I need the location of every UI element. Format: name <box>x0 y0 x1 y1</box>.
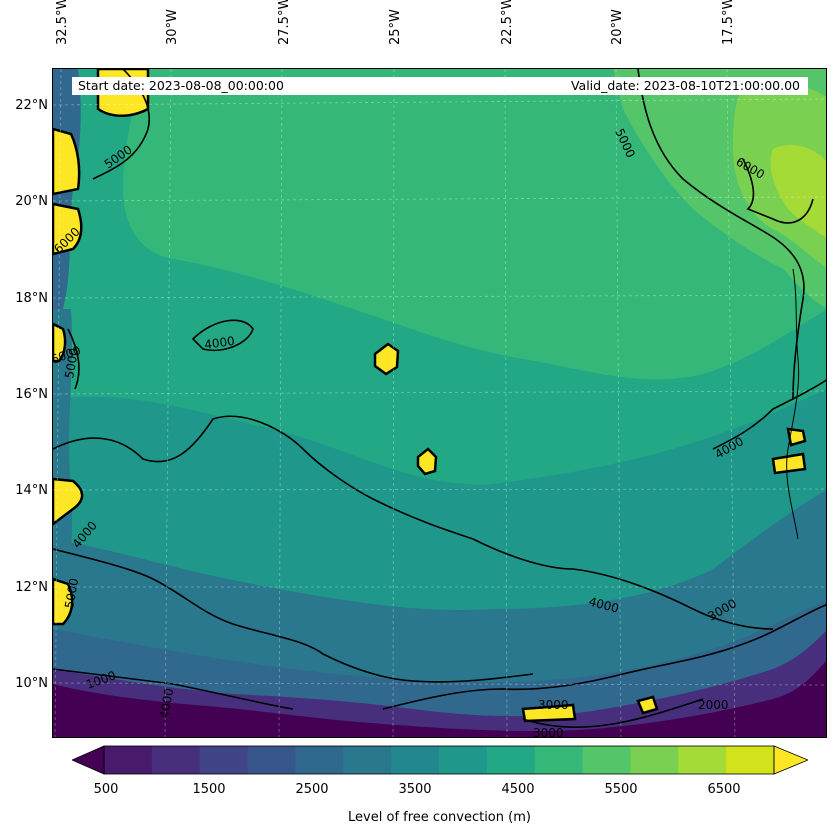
colorbar-swatch <box>247 746 296 774</box>
lfc-map: 5000 5000 6000 4000 4000 4000 4000 3000 … <box>53 69 826 738</box>
map-panel: 5000 5000 6000 4000 4000 4000 4000 3000 … <box>52 68 827 738</box>
contour-line-4000 <box>53 415 774 630</box>
contour-label: 2000 <box>698 698 729 712</box>
longitude-label: 17.5°W <box>721 0 736 45</box>
latitude-label: 14°N <box>15 483 48 498</box>
high-lfc-cell <box>373 342 400 376</box>
colorbar-swatch <box>534 746 584 774</box>
colorbar-swatch <box>343 746 392 774</box>
colorbar-swatch <box>104 746 153 774</box>
latitude-label: 10°N <box>15 676 48 691</box>
contour-line-4000 <box>712 379 826 450</box>
colorbar-tick-label: 5500 <box>604 782 638 797</box>
colorbar-swatch <box>630 746 679 774</box>
longitude-label: 27.5°W <box>277 0 292 45</box>
latitude-label: 16°N <box>15 387 48 402</box>
colorbar <box>72 745 808 775</box>
latitude-label: 20°N <box>15 194 48 209</box>
latitude-label: 22°N <box>15 98 48 113</box>
colorbar-tick-label: 3500 <box>398 782 432 797</box>
colorbar-max-arrow <box>773 745 808 775</box>
colorbar-swatch <box>582 746 631 774</box>
contour-label: 4000 <box>203 334 235 352</box>
colorbar-tick-label: 500 <box>93 782 119 797</box>
high-lfc-cell <box>521 703 577 723</box>
colorbar-label: Level of free convection (m) <box>348 810 531 825</box>
high-lfc-cell <box>636 695 659 715</box>
longitude-label: 22.5°W <box>500 0 515 45</box>
contour-line-4000 <box>191 319 254 351</box>
high-lfc-cell <box>416 447 438 476</box>
colorbar-swatch <box>199 746 249 774</box>
high-lfc-cell <box>771 452 807 475</box>
contour-label: 3000 <box>538 698 569 712</box>
contour-label: 4000 <box>157 687 176 720</box>
longitude-label: 20°W <box>610 9 625 45</box>
colorbar-swatch <box>678 746 727 774</box>
colorbar-tick-label: 1500 <box>192 782 226 797</box>
colorbar-swatch <box>391 746 440 774</box>
contour-line-6000 <box>742 158 814 224</box>
high-lfc-cell <box>53 322 67 363</box>
high-lfc-cell <box>53 202 83 256</box>
contour-line-3000 <box>522 698 704 729</box>
valid-date-label: Valid_date: 2023-08-10T21:00:00.00 <box>570 78 800 93</box>
info-bar: Start date: 2023-08-08_00:00:00 Valid_da… <box>72 77 808 95</box>
contour-label: 5000 <box>62 577 81 610</box>
latitude-label: 18°N <box>15 291 48 306</box>
contour-line-1000 <box>53 668 294 710</box>
graticule <box>53 69 826 737</box>
colorbar-swatch <box>726 746 775 774</box>
contour-line-2000 <box>382 603 826 710</box>
high-lfc-cell <box>53 577 74 626</box>
high-lfc-cell <box>53 127 81 196</box>
colorbar-swatch <box>439 746 488 774</box>
longitude-label: 30°W <box>165 9 180 45</box>
coastline <box>786 268 800 540</box>
contour-line-4000 <box>53 548 534 683</box>
contour-label: 3000 <box>533 726 564 738</box>
latitude-label: 12°N <box>15 580 48 595</box>
start-date-label: Start date: 2023-08-08_00:00:00 <box>78 78 284 93</box>
field-band-6000 <box>770 145 826 238</box>
colorbar-min-arrow <box>72 745 105 775</box>
colorbar-swatch <box>295 746 344 774</box>
contour-line-5000 <box>637 69 805 400</box>
field-band-500 <box>53 661 826 737</box>
contour-line-5000 <box>67 328 80 390</box>
west-dark-edge <box>53 309 73 629</box>
colorbar-tick-label: 2500 <box>295 782 329 797</box>
longitude-label: 32.5°W <box>55 0 70 45</box>
high-lfc-cell <box>53 477 84 526</box>
contour-label: 5000 <box>62 347 81 380</box>
colorbar-frame <box>103 745 775 775</box>
colorbar-swatch <box>486 746 536 774</box>
colorbar-tick-label: 4500 <box>501 782 535 797</box>
colorbar-tick-label: 6500 <box>707 782 741 797</box>
longitude-label: 25°W <box>388 9 403 45</box>
colorbar-swatch <box>151 746 201 774</box>
